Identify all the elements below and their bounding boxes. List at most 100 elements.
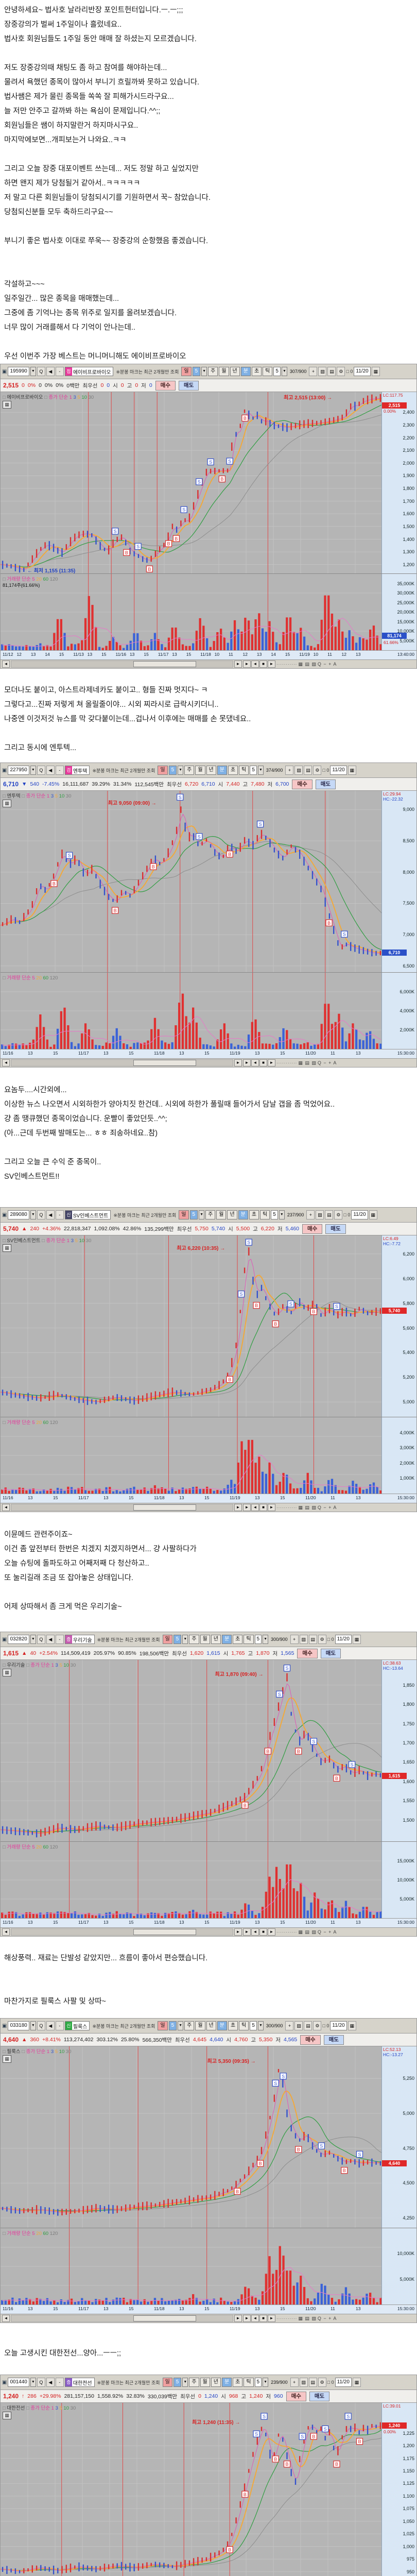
minus-icon[interactable]: -: [55, 367, 64, 376]
chart-style-icon[interactable]: ▨: [294, 766, 303, 775]
window-icon[interactable]: ▣: [2, 1636, 7, 1642]
minus-icon[interactable]: -: [55, 766, 64, 775]
period-day-button[interactable]: 일: [179, 1210, 189, 1219]
sell-button[interactable]: 매도: [325, 1224, 346, 1234]
crosshair-icon[interactable]: +: [290, 1635, 299, 1644]
code-dropdown-icon[interactable]: ▼: [30, 1635, 36, 1644]
scroll-left-button[interactable]: ◄: [2, 660, 10, 668]
tick-value[interactable]: 5: [273, 367, 281, 376]
date-input[interactable]: 11/20: [330, 2021, 347, 2030]
scroll-left-button[interactable]: ◄: [2, 2315, 10, 2322]
replay-button[interactable]: ◄: [251, 660, 259, 668]
calendar-icon[interactable]: ▦: [348, 766, 356, 775]
replay-button[interactable]: ►: [243, 660, 251, 668]
minute-value[interactable]: 5: [168, 766, 177, 775]
chart-tool-icons[interactable]: ▦ ▤ ▧: [298, 661, 317, 667]
period-month-button[interactable]: 월: [200, 1635, 210, 1644]
replay-button[interactable]: ■: [259, 1504, 267, 1511]
calendar-icon[interactable]: ▦: [369, 1210, 377, 1219]
period-day-button[interactable]: 일: [158, 2021, 168, 2030]
replay-button[interactable]: ◄: [251, 1059, 259, 1066]
checkbox-icon[interactable]: □ 0: [322, 768, 329, 773]
period-minute-button[interactable]: 분: [221, 1635, 232, 1644]
period-second-button[interactable]: 초: [233, 1635, 243, 1644]
tick-value[interactable]: 5: [254, 1635, 262, 1644]
period-month-button[interactable]: 월: [195, 766, 205, 775]
replay-button[interactable]: ►: [268, 1504, 275, 1511]
speaker-icon[interactable]: ◀: [46, 2021, 55, 2030]
tick-dropdown-icon[interactable]: ▼: [257, 2021, 264, 2030]
scroll-left-button[interactable]: ◄: [2, 1059, 10, 1066]
period-month-button[interactable]: 월: [195, 2021, 205, 2030]
period-month-button[interactable]: 월: [219, 367, 229, 376]
period-day-button[interactable]: 일: [181, 367, 192, 376]
period-day-button[interactable]: 일: [162, 1635, 172, 1644]
scroll-thumb[interactable]: [133, 2315, 196, 2321]
calendar-icon[interactable]: ▦: [371, 367, 380, 376]
buy-button[interactable]: 매수: [292, 779, 312, 789]
chart-tool-icons[interactable]: ▦ ▤ ▧: [298, 1929, 317, 1935]
speed-slider[interactable]: ···········: [276, 2316, 298, 2321]
period-week-button[interactable]: 주: [208, 367, 218, 376]
date-input[interactable]: 11/20: [335, 1635, 352, 1644]
zoom-controls[interactable]: Q − + A: [317, 1929, 337, 1935]
window-icon[interactable]: ▣: [2, 2023, 7, 2029]
chart-style-icon[interactable]: ▨: [318, 367, 327, 376]
scroll-track[interactable]: [11, 2315, 233, 2322]
scroll-left-button[interactable]: ◄: [2, 1928, 10, 1936]
replay-button[interactable]: ►: [268, 1928, 275, 1936]
period-week-button[interactable]: 주: [184, 2021, 195, 2030]
stock-code-input[interactable]: 033180: [8, 2021, 29, 2030]
minus-icon[interactable]: -: [55, 2378, 64, 2387]
scroll-track[interactable]: [11, 660, 233, 668]
scroll-right-button[interactable]: ►: [234, 1928, 242, 1936]
buy-button[interactable]: 매수: [300, 2035, 321, 2045]
sell-button[interactable]: 매도: [323, 2035, 344, 2045]
stock-code-input[interactable]: 195990: [8, 367, 29, 376]
replay-button[interactable]: ■: [259, 1059, 267, 1066]
minute-value[interactable]: 5: [189, 1210, 198, 1219]
period-year-button[interactable]: 년: [211, 1635, 221, 1644]
grid-tool-icon[interactable]: ▦: [3, 2055, 11, 2063]
chart-tool-icons[interactable]: ▦ ▤ ▧: [298, 2315, 317, 2321]
sell-button[interactable]: 매도: [315, 779, 336, 789]
tick-dropdown-icon[interactable]: ▼: [263, 1635, 269, 1644]
tick-dropdown-icon[interactable]: ▼: [279, 1210, 285, 1219]
checkbox-icon[interactable]: □ 0: [327, 1637, 334, 1642]
save-icon[interactable]: ▤: [325, 1210, 334, 1219]
scroll-thumb[interactable]: [133, 1504, 196, 1511]
scroll-right-button[interactable]: ►: [234, 2315, 242, 2322]
crosshair-icon[interactable]: +: [309, 367, 318, 376]
period-minute-button[interactable]: 분: [221, 2378, 232, 2387]
code-dropdown-icon[interactable]: ▼: [30, 2378, 36, 2387]
period-year-button[interactable]: 년: [230, 367, 240, 376]
minute-dropdown-icon[interactable]: ▼: [182, 2378, 188, 2387]
calendar-icon[interactable]: ▦: [352, 1635, 361, 1644]
chart-style-icon[interactable]: ▨: [299, 1635, 308, 1644]
tick-value[interactable]: 5: [254, 2378, 262, 2387]
period-year-button[interactable]: 년: [211, 2378, 221, 2387]
replay-button[interactable]: ►: [243, 1059, 251, 1066]
settings-icon[interactable]: ⚙: [337, 367, 345, 376]
period-second-button[interactable]: 초: [233, 2378, 243, 2387]
window-icon[interactable]: ▣: [2, 767, 7, 773]
scroll-thumb[interactable]: [133, 1060, 196, 1066]
scroll-track[interactable]: [11, 1928, 233, 1936]
calendar-icon[interactable]: ▦: [348, 2021, 356, 2030]
settings-icon[interactable]: ⚙: [318, 2378, 326, 2387]
search-icon[interactable]: Q: [37, 766, 45, 775]
tick-dropdown-icon[interactable]: ▼: [257, 766, 264, 775]
date-input[interactable]: 11/20: [351, 1210, 368, 1219]
chart-tool-icons[interactable]: ▦ ▤ ▧: [298, 1504, 317, 1510]
minute-dropdown-icon[interactable]: ▼: [178, 766, 184, 775]
period-tick-button[interactable]: 틱: [260, 1210, 270, 1219]
date-input[interactable]: 11/20: [330, 766, 347, 775]
scroll-track[interactable]: [11, 1504, 233, 1511]
replay-button[interactable]: ►: [268, 1059, 275, 1066]
date-input[interactable]: 11/20: [354, 367, 371, 376]
sell-button[interactable]: 매도: [309, 2391, 330, 2401]
tick-value[interactable]: 5: [250, 766, 257, 775]
period-week-button[interactable]: 주: [189, 2378, 199, 2387]
period-second-button[interactable]: 초: [251, 367, 262, 376]
settings-icon[interactable]: ⚙: [313, 766, 322, 775]
